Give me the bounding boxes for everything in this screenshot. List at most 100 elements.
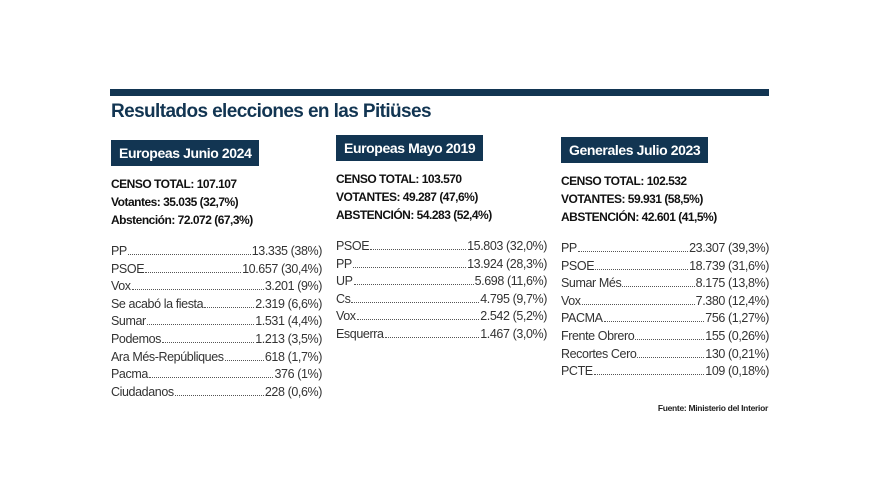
party-name: PP [561,241,577,255]
leader-dots [370,249,467,250]
party-votes: 155 (0,26%) [705,328,769,343]
list-item: Ara Més-Repúbliques 618 (1,7%) [111,349,322,367]
list-item: Frente Obrero 155 (0,26%) [561,328,769,346]
list-item: Vox 3.201 (9%) [111,278,322,296]
list-item: Pacma 376 (1%) [111,366,322,384]
leader-dots [127,254,251,255]
list-item: Esquerra 1.467 (3,0%) [336,326,547,344]
party-name: Se acabó la fiesta [111,296,204,311]
source-note: Fuente: Ministerio del Interior [657,403,768,413]
list-item: PSOE 10.657 (30,4%) [111,261,322,279]
party-name: PP [336,256,352,271]
party-votes: 5.698 (11,6%) [474,274,548,289]
list-item: PCTE 109 (0,18%) [561,363,769,381]
party-name: Vox [561,293,581,308]
list-item: PACMA 756 (1,27%) [561,310,769,328]
leader-dots [593,374,705,376]
leader-dots [351,301,480,303]
party-votes: 23.307 (39,3%) [689,241,769,255]
party-votes: 618 (1,7%) [264,349,323,364]
election-heading: Europeas Junio 2024 [111,140,260,166]
party-name: Ciudadanos [111,384,174,399]
list-item: Recortes Cero 130 (0,21%) [561,346,769,364]
stat-line: CENSO TOTAL: 107.107 [111,177,237,191]
list-item: Cs 4.795 (9,7%) [336,291,547,309]
summary-stats: CENSO TOTAL: 107.107 Votantes: 35.035 (32… [111,175,322,229]
party-votes: 1.213 (3,5%) [255,331,322,346]
party-results: PSOE 15.803 (32,0%) PP 13.924 (28,3%) UP 5.69… [336,238,547,344]
list-item: Se acabó la fiesta 2.319 (6,6%) [111,296,322,314]
leader-dots [145,271,242,273]
leader-dots [148,377,274,379]
list-item: Podemos 1.213 (3,5%) [111,331,322,349]
party-name: Vox [336,309,356,324]
party-name: Frente Obrero [561,328,635,343]
summary-stats: CENSO TOTAL: 103.570 VOTANTES: 49.287 (47… [336,170,547,224]
leader-dots [224,359,264,361]
party-votes: 4.795 (9,7%) [480,291,547,306]
party-votes: 7.380 (12,4%) [695,293,770,308]
party-results: PP 13.335 (38%) PSOE 10.657 (30,4%) Vox 3.201… [111,243,322,401]
list-item: PSOE 18.739 (31,6%) [561,258,769,276]
page-title: Resultados elecciones en las Pitiüses [111,101,432,122]
stat-line: Votantes: 35.035 (32,7%) [111,195,239,209]
party-name: Sumar [111,314,146,329]
stat-line: CENSO TOTAL: 103.570 [336,172,462,186]
party-votes: 13.335 (38%) [251,244,323,258]
party-votes: 2.319 (6,6%) [255,296,322,311]
party-name: PP [111,244,127,258]
party-name: PCTE [561,364,593,379]
column-generales-2023: Generales Julio 2023 CENSO TOTAL: 102.532… [561,137,769,381]
list-item: Sumar Més 8.175 (13,8%) [561,275,769,293]
stat-line: ABSTENCIÓN: 54.283 (52,4%) [336,208,492,222]
leader-dots [577,251,689,252]
party-name: Recortes Cero [561,346,637,361]
party-votes: 130 (0,21%) [705,346,769,361]
party-name: PSOE [561,258,595,273]
party-votes: 18.739 (31,6%) [689,258,769,273]
list-item: Sumar 1.531 (4,4%) [111,313,322,331]
party-name: UP [336,274,353,289]
column-europeas-2024: Europeas Junio 2024 CENSO TOTAL: 107.107 V… [111,140,322,401]
stat-line: VOTANTES: 49.287 (47,6%) [336,190,478,204]
party-votes: 3.201 (9%) [264,279,323,294]
leader-dots [356,319,480,321]
leader-dots [146,324,255,326]
leader-dots [384,336,480,338]
party-votes: 10.657 (30,4%) [242,261,322,276]
stat-line: ABSTENCIÓN: 42.601 (41,5%) [561,210,717,224]
party-votes: 376 (1%) [274,367,322,382]
leader-dots [131,289,264,291]
election-heading: Europeas Mayo 2019 [336,135,484,161]
party-votes: 2.542 (5,2%) [480,309,547,324]
column-europeas-2019: Europeas Mayo 2019 CENSO TOTAL: 103.570 VO… [336,135,547,344]
list-item: Vox 2.542 (5,2%) [336,308,547,326]
stat-line: CENSO TOTAL: 102.532 [561,174,687,188]
leader-dots [174,394,264,396]
stat-line: Abstención: 72.072 (67,3%) [111,213,253,227]
party-votes: 109 (0,18%) [705,364,769,379]
party-name: PACMA [561,311,603,326]
list-item: PSOE 15.803 (32,0%) [336,238,547,256]
party-name: Esquerra [336,326,384,341]
leader-dots [595,268,689,270]
leader-dots [204,306,255,308]
party-votes: 228 (0,6%) [264,384,323,399]
party-name: Vox [111,279,131,294]
party-name: Sumar Més [561,276,622,291]
leader-dots [622,286,695,288]
leader-dots [162,341,255,343]
list-item: PP 13.924 (28,3%) [336,256,547,274]
party-name: Cs [336,291,351,306]
leader-dots [603,321,705,323]
party-votes: 13.924 (28,3%) [467,256,547,271]
list-item: UP 5.698 (11,6%) [336,273,547,291]
list-item: Vox 7.380 (12,4%) [561,293,769,311]
leader-dots [635,338,705,340]
summary-stats: CENSO TOTAL: 102.532 VOTANTES: 59.931 (58… [561,172,769,226]
party-votes: 1.467 (3,0%) [480,326,547,341]
list-item: Ciudadanos 228 (0,6%) [111,384,322,402]
leader-dots [637,356,705,358]
party-votes: 756 (1,27%) [705,311,769,326]
leader-dots [353,284,474,286]
